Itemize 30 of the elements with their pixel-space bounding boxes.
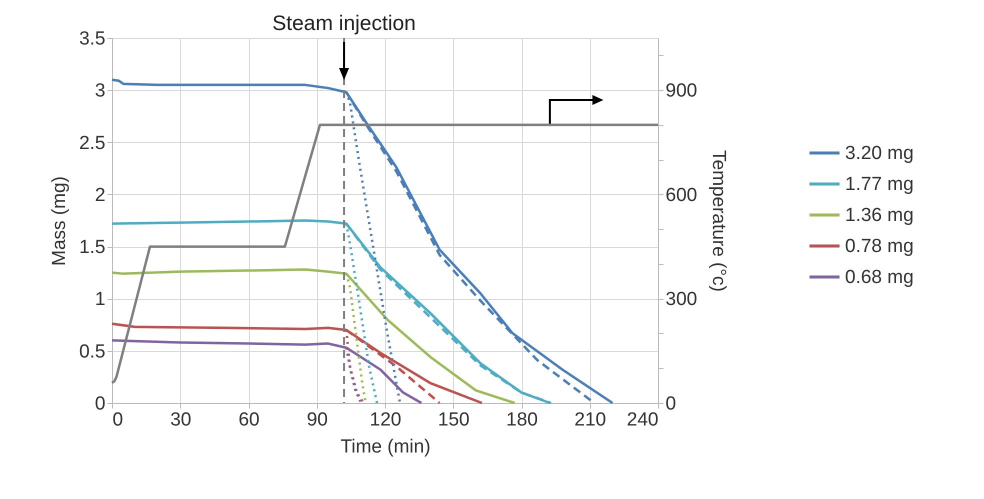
legend-label: 1.36 mg: [845, 205, 914, 226]
y-tick-label: 0.5: [79, 341, 106, 362]
x-tick-label: 120: [370, 410, 402, 430]
x-tick-label: 90: [306, 410, 328, 430]
y-tick-label: 1: [94, 289, 106, 310]
y2-tick-label: 300: [666, 289, 698, 310]
y-tick-label: 0: [94, 394, 106, 414]
legend-label: 0.68 mg: [845, 267, 914, 288]
y-tick-label: 3.5: [79, 28, 106, 50]
x-tick-label: 150: [438, 410, 470, 430]
legend-label: 1.77 mg: [845, 174, 914, 196]
y-tick-label: 2.5: [79, 132, 106, 154]
y2-tick-label: 600: [666, 184, 698, 206]
y-tick-label: 3: [94, 80, 106, 102]
y2-tick-label: 900: [666, 80, 698, 102]
x-tick-label: 30: [170, 410, 192, 430]
x-tick-label: 180: [506, 410, 538, 430]
legend-label: 0.78 mg: [845, 236, 914, 258]
y2-axis-title: Temperature (°c): [708, 150, 730, 292]
x-tick-label: 240: [626, 410, 658, 430]
x-tick-label: 210: [574, 410, 606, 430]
y-tick-label: 1.5: [79, 237, 106, 258]
y2-tick-label: 0: [666, 394, 676, 414]
ref-line-label: Steam injection: [272, 12, 416, 35]
y-axis-title: Mass (mg): [49, 176, 70, 266]
x-tick-label: 60: [238, 410, 260, 430]
x-axis-title: Time (min): [340, 436, 431, 458]
x-tick-label: 0: [112, 410, 124, 430]
y-tick-label: 2: [94, 184, 106, 206]
legend-label: 3.20 mg: [845, 143, 914, 164]
